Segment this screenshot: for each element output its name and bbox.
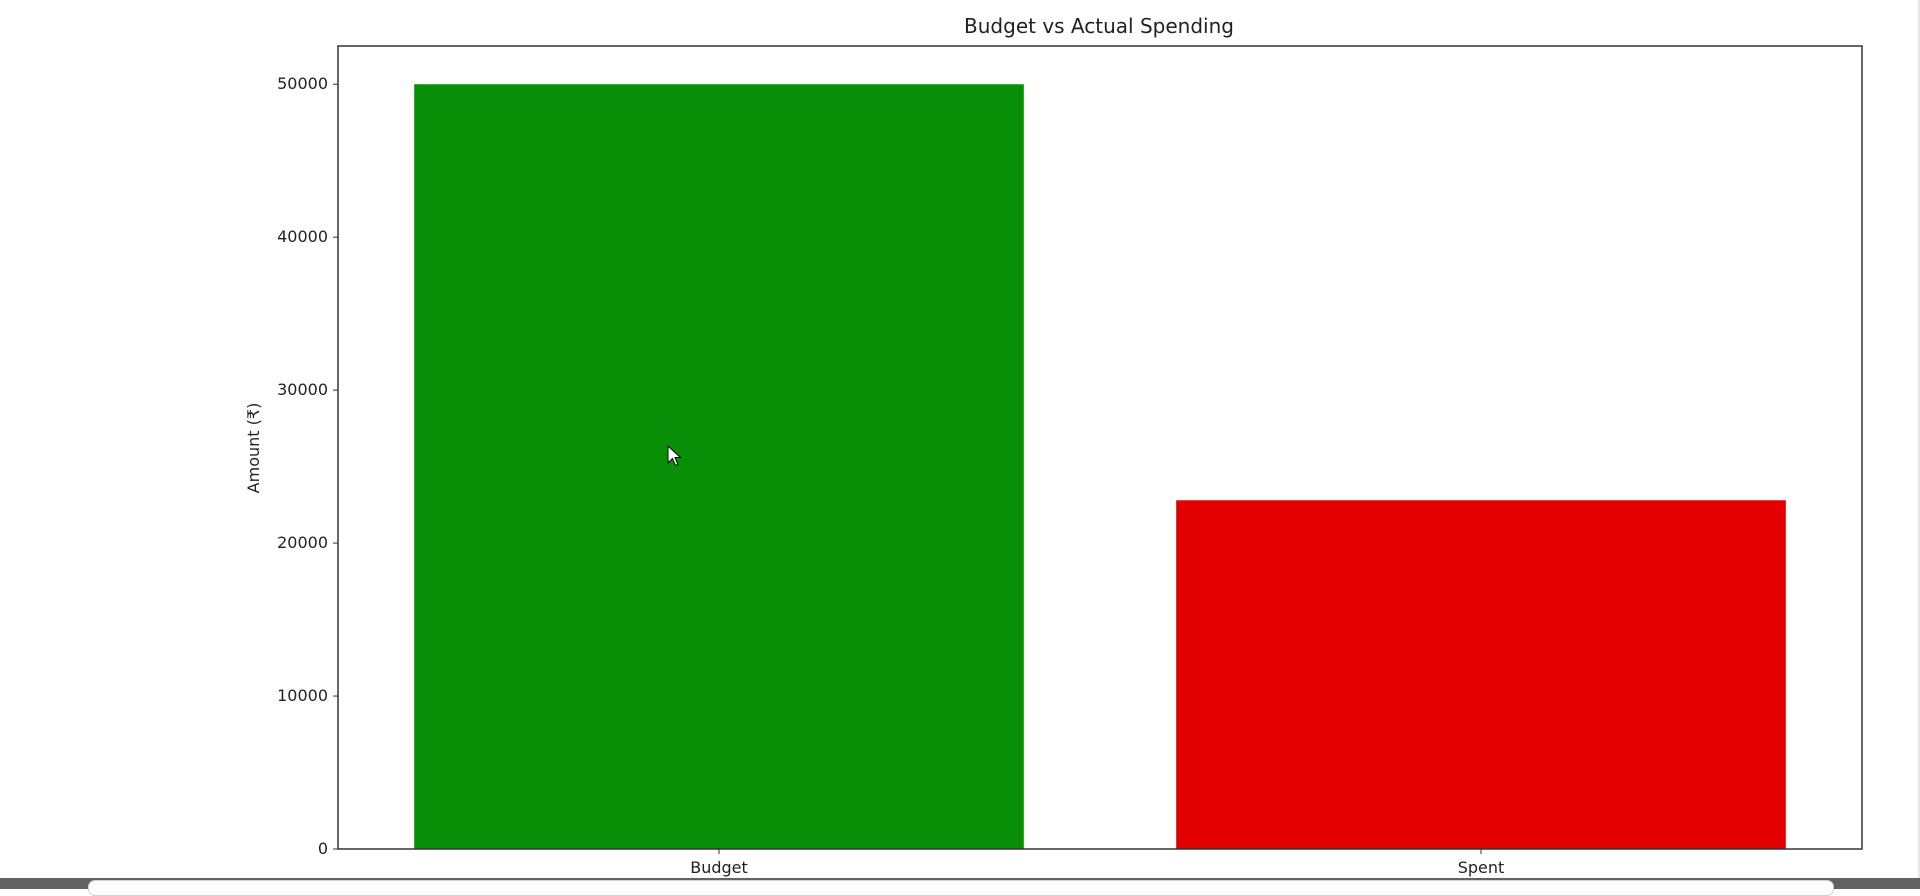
- y-tick-label: 10000: [277, 686, 328, 705]
- bars: [414, 84, 1786, 849]
- chart-title: Budget vs Actual Spending: [964, 14, 1234, 38]
- plot-area-frame: [337, 45, 1863, 850]
- x-axis-ticks: Budget Spent: [690, 849, 1504, 877]
- y-tick-label: 20000: [277, 533, 328, 552]
- y-tick-label: 40000: [277, 227, 328, 246]
- mouse-cursor-icon: [667, 444, 682, 467]
- bar-spent: [1176, 500, 1786, 849]
- taskbar-panel: [88, 880, 1834, 896]
- window-edge: [1918, 0, 1920, 889]
- y-tick-label: 30000: [277, 380, 328, 399]
- y-axis-label: Amount (₹): [244, 403, 263, 494]
- x-tick-label: Spent: [1458, 858, 1505, 877]
- bar-budget: [414, 84, 1024, 849]
- y-tick-label: 0: [318, 839, 328, 858]
- x-tick-label: Budget: [690, 858, 748, 877]
- y-tick-label: 50000: [277, 74, 328, 93]
- y-axis-ticks: 0 10000 20000 30000 40000 50000: [277, 74, 338, 858]
